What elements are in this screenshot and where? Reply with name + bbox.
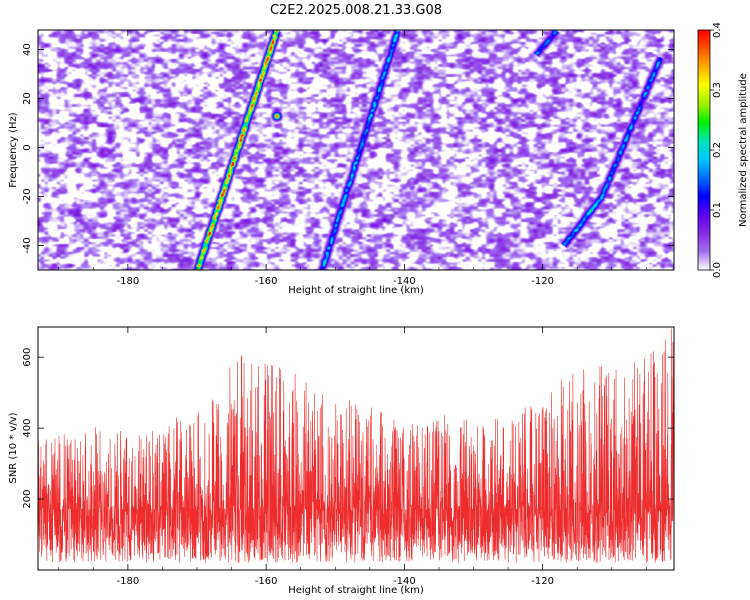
spectrogram-y-ticks: -40 -20 0 20 40 — [22, 43, 674, 254]
spectrogram-x-ticks: -180 -160 -140 -120 — [58, 30, 647, 287]
colorbar-tick-label: 0.3 — [712, 82, 723, 98]
snr-x-label: Height of straight line (km) — [288, 585, 424, 596]
x-tick-label: -180 — [117, 276, 140, 287]
x-tick-label: -160 — [255, 576, 278, 587]
y-tick-label: 40 — [22, 43, 33, 56]
colorbar-strip — [698, 30, 710, 270]
y-tick-label: 400 — [22, 419, 33, 438]
colorbar-label: Normalized spectral amplitude — [738, 73, 749, 227]
colorbar: 0.0 0.1 0.2 0.3 0.4 Normalized spectral ampl… — [697, 22, 749, 278]
spectrogram-y-label: Frequency (Hz) — [8, 112, 19, 188]
y-tick-label: 200 — [22, 490, 33, 509]
x-tick-label: -120 — [531, 576, 554, 587]
colorbar-tick-label: 0.4 — [712, 22, 723, 38]
y-tick-label: 20 — [22, 92, 33, 105]
snr-panel: -180 -160 -140 -120 200 400 600 Height of str… — [8, 326, 675, 596]
y-tick-label: -40 — [22, 237, 33, 253]
spectrogram-frame — [37, 29, 675, 271]
y-tick-label: 0 — [22, 144, 33, 150]
x-tick-label: -140 — [393, 276, 416, 287]
x-tick-label: -180 — [117, 576, 140, 587]
y-tick-label: 600 — [22, 348, 33, 367]
x-tick-label: -160 — [255, 276, 278, 287]
chart-title: C2E2.2025.008.21.33.G08 — [270, 3, 442, 18]
snr-x-ticks: -180 -160 -140 -120 — [58, 327, 647, 587]
x-tick-label: -120 — [531, 276, 554, 287]
snr-series-line — [38, 328, 674, 563]
snr-frame — [37, 326, 675, 571]
spectrogram-image — [38, 30, 674, 270]
x-tick-label: -140 — [393, 576, 416, 587]
colorbar-tick-label: 0.0 — [712, 262, 723, 278]
y-tick-label: -20 — [22, 188, 33, 204]
spectrogram-x-label: Height of straight line (km) — [288, 285, 424, 296]
spectrogram-panel: -180 -160 -140 -120 -40 -20 0 20 40 Height of s… — [8, 29, 675, 296]
colorbar-ticks: 0.0 0.1 0.2 0.3 0.4 — [710, 22, 723, 278]
snr-y-ticks: 200 400 600 — [22, 348, 674, 509]
colorbar-tick-label: 0.2 — [712, 142, 723, 158]
colorbar-tick-label: 0.1 — [712, 202, 723, 218]
snr-y-label: SNR (10 * v/v) — [8, 412, 19, 483]
